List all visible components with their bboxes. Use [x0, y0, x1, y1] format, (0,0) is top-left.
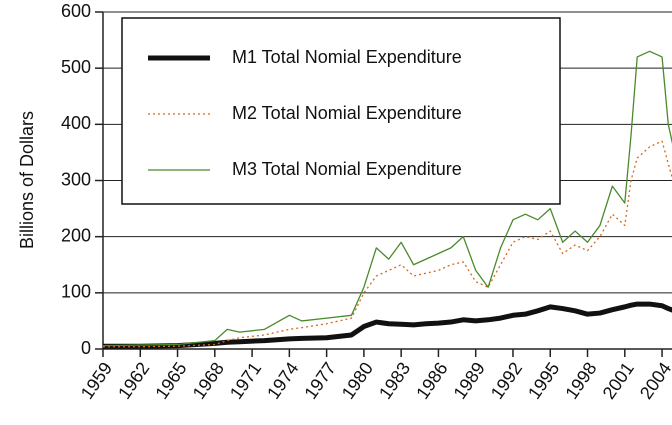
x-tick-label: 2001	[599, 359, 638, 403]
y-tick-label: 500	[61, 57, 91, 77]
legend-box	[121, 17, 561, 205]
series-line	[103, 140, 672, 348]
series-line	[103, 50, 672, 347]
y-tick-label: 200	[61, 225, 91, 245]
x-tick-label: 1971	[226, 359, 265, 403]
y-tick-label: 0	[81, 338, 91, 358]
legend-label: M2 Total Nomial Expenditure	[232, 103, 462, 123]
y-tick-label: 100	[61, 282, 91, 302]
x-tick-label: 1986	[412, 359, 451, 403]
x-tick-label: 1962	[114, 359, 153, 403]
x-tick-label: 2004	[636, 359, 672, 403]
x-tick-label: 1992	[487, 359, 526, 403]
y-tick-label: 600	[61, 1, 91, 21]
x-tick-label: 1995	[524, 359, 563, 403]
y-axis-label: Billions of Dollars	[17, 111, 37, 249]
legend-label: M1 Total Nomial Expenditure	[232, 47, 462, 67]
legend-label: M3 Total Nomial Expenditure	[232, 159, 462, 179]
x-tick-label: 1965	[151, 359, 190, 403]
x-tick-label: 1959	[77, 359, 116, 403]
x-tick-label: 1974	[263, 359, 302, 403]
y-tick-label: 300	[61, 169, 91, 189]
plot-area	[103, 50, 672, 349]
series-line	[103, 301, 672, 349]
y-tick-label: 400	[61, 113, 91, 133]
x-tick-label: 1998	[561, 359, 600, 403]
x-tick-label: 1983	[375, 359, 414, 403]
x-tick-label: 1968	[189, 359, 228, 403]
x-tick-label: 1989	[450, 359, 489, 403]
x-tick-label: 1977	[300, 359, 339, 403]
x-tick-label: 1980	[338, 359, 377, 403]
